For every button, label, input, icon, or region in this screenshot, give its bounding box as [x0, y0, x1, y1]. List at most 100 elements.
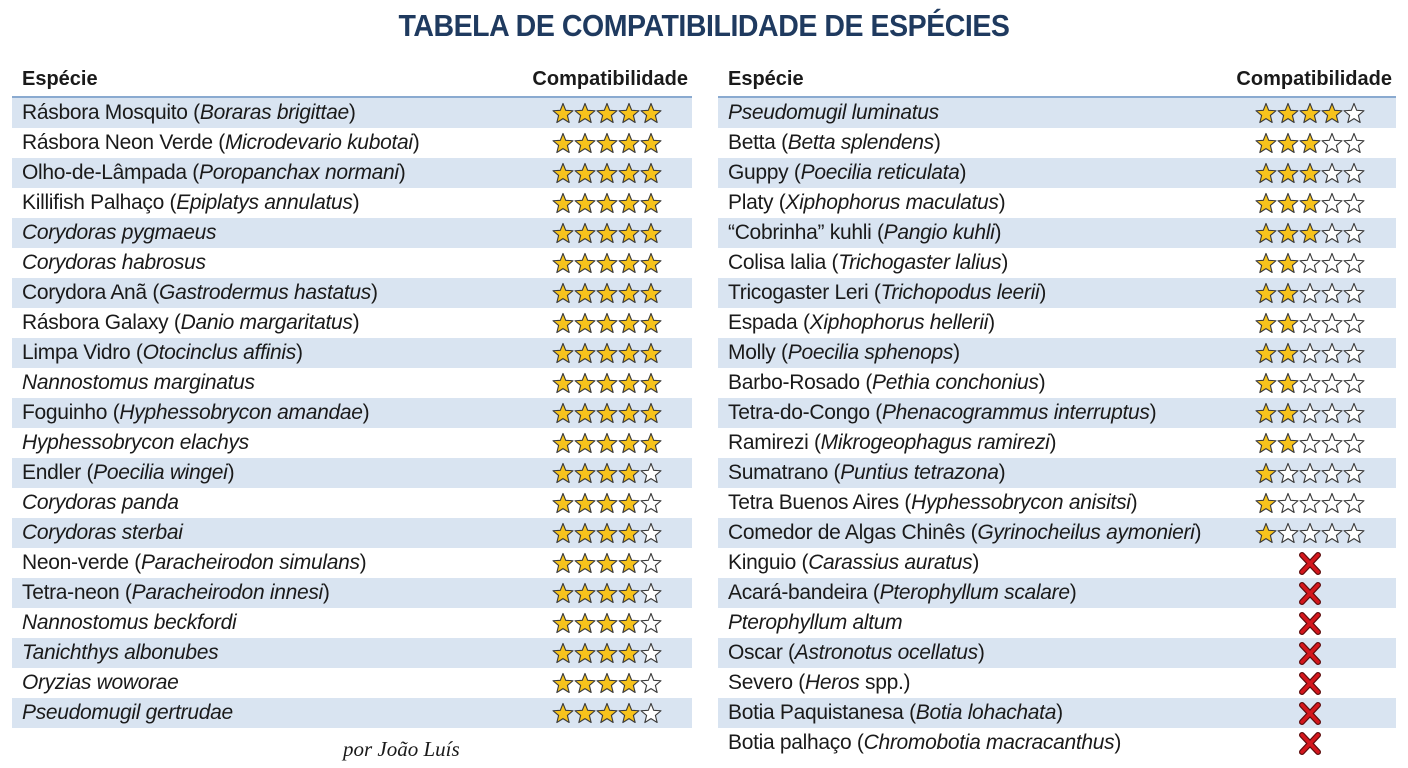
star: [618, 132, 640, 154]
star: [1277, 372, 1299, 394]
star: [1343, 102, 1365, 124]
common-name: Barbo-Rosado (: [728, 371, 873, 394]
star: [574, 222, 596, 244]
scientific-name: Paracheirodon simulans: [140, 551, 360, 574]
rating: [552, 552, 662, 574]
common-name: ): [1149, 401, 1157, 424]
species-name: Oscar (Astronotus ocellatus): [728, 641, 985, 665]
star: [1343, 282, 1365, 304]
table-row: Betta (Betta splendens): [718, 128, 1396, 158]
star: [640, 402, 662, 424]
rating: [552, 162, 662, 184]
scientific-name: Epiplatys annulatus: [176, 191, 353, 214]
species-name: Corydoras sterbai: [22, 521, 183, 545]
scientific-name: Mikrogeophagus ramirezi: [820, 431, 1050, 454]
star: [640, 702, 662, 724]
table-row: Acará-bandeira (Pterophyllum scalare): [718, 578, 1396, 608]
star: [1299, 132, 1321, 154]
rating: [1299, 672, 1321, 695]
species-name: Platy (Xiphophorus maculatus): [728, 191, 1006, 215]
star: [640, 132, 662, 154]
star: [552, 702, 574, 724]
scientific-name: Danio margaritatus: [180, 311, 353, 334]
rating: [1255, 132, 1365, 154]
star: [618, 552, 640, 574]
table-row: Barbo-Rosado (Pethia conchonius): [718, 368, 1396, 398]
scientific-name: Nannostomus marginatus: [22, 371, 255, 394]
table-row: Nannostomus beckfordi: [12, 608, 692, 638]
star: [574, 372, 596, 394]
rating: [1299, 732, 1321, 755]
star: [596, 582, 618, 604]
rating: [1299, 552, 1321, 575]
common-name: ): [348, 101, 356, 124]
star: [552, 462, 574, 484]
rating: [552, 342, 662, 364]
common-name: Betta (: [728, 131, 788, 154]
star: [618, 252, 640, 274]
star: [1255, 282, 1277, 304]
species-name: Pseudomugil gertrudae: [22, 701, 233, 725]
star: [1321, 432, 1343, 454]
species-name: Severo (Heros spp.): [728, 671, 911, 695]
species-name: Limpa Vidro (Otocinclus affinis): [22, 341, 303, 365]
common-name: Acará-bandeira (: [728, 581, 880, 604]
common-name: ): [227, 461, 235, 484]
star: [1299, 192, 1321, 214]
star: [1277, 462, 1299, 484]
star: [1277, 312, 1299, 334]
species-name: Comedor de Algas Chinês (Gyrinocheilus a…: [728, 521, 1202, 545]
species-name: “Cobrinha” kuhli (Pangio kuhli): [728, 221, 1001, 245]
star: [640, 462, 662, 484]
star: [1255, 162, 1277, 184]
star: [552, 162, 574, 184]
table-row: Limpa Vidro (Otocinclus affinis): [12, 338, 692, 368]
species-name: Tricogaster Leri (Trichopodus leerii): [728, 281, 1046, 305]
rating: [1255, 492, 1365, 514]
common-name: ): [972, 551, 980, 574]
table-row: Corydora Anã (Gastrodermus hastatus): [12, 278, 692, 308]
star: [596, 282, 618, 304]
common-name: Botia Paquistanesa (: [728, 701, 916, 724]
common-name: ): [1001, 251, 1009, 274]
scientific-name: Corydoras sterbai: [22, 521, 183, 544]
star: [574, 192, 596, 214]
star: [1299, 492, 1321, 514]
table-row: Tricogaster Leri (Trichopodus leerii): [718, 278, 1396, 308]
incompatible-mark: [1300, 673, 1320, 694]
star: [1255, 132, 1277, 154]
rating: [1255, 402, 1365, 424]
star: [640, 582, 662, 604]
star: [1277, 522, 1299, 544]
rating: [1255, 222, 1365, 244]
table-row: Hyphessobrycon elachys: [12, 428, 692, 458]
common-name: Colisa lalia (: [728, 251, 839, 274]
species-name: Botia Paquistanesa (Botia lohachata): [728, 701, 1063, 725]
common-name: ): [398, 161, 406, 184]
common-name: ): [1069, 581, 1077, 604]
star: [596, 642, 618, 664]
scientific-name: Gyrinocheilus aymonieri: [977, 521, 1195, 544]
common-name: Espada (: [728, 311, 810, 334]
star: [640, 282, 662, 304]
star: [596, 372, 618, 394]
star: [1255, 462, 1277, 484]
star: [1343, 312, 1365, 334]
table-row: Killifish Palhaço (Epiplatys annulatus): [12, 188, 692, 218]
species-name: Hyphessobrycon elachys: [22, 431, 249, 455]
star: [596, 312, 618, 334]
star: [640, 192, 662, 214]
scientific-name: Trichopodus leerii: [880, 281, 1040, 304]
table-row: Molly (Poecilia sphenops): [718, 338, 1396, 368]
common-name: ): [371, 281, 378, 304]
species-name: Barbo-Rosado (Pethia conchonius): [728, 371, 1046, 395]
rating: [1255, 102, 1365, 124]
rating: [1255, 372, 1365, 394]
table-row: Oryzias woworae: [12, 668, 692, 698]
star: [596, 252, 618, 274]
star: [640, 492, 662, 514]
star: [552, 672, 574, 694]
scientific-name: Heros: [804, 671, 860, 694]
table-row: Endler (Poecilia wingei): [12, 458, 692, 488]
star: [596, 132, 618, 154]
